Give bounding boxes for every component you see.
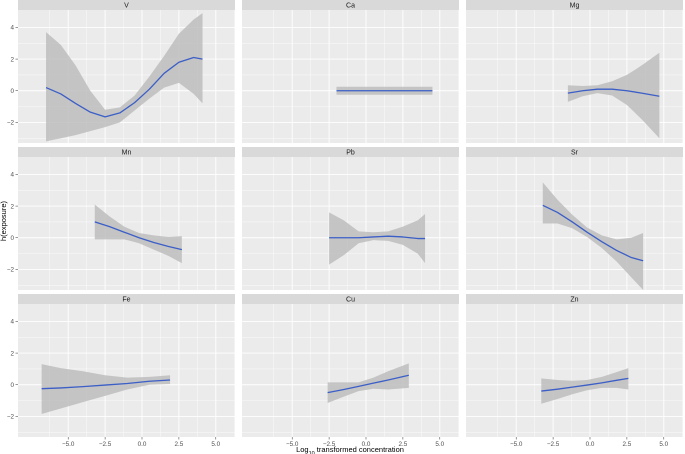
panel-background <box>18 157 235 290</box>
x-tick-label: 2.5 <box>623 441 632 448</box>
x-tick-label: 5.0 <box>659 441 668 448</box>
facet-sr: Sr <box>466 147 683 290</box>
x-tick-label: 2.5 <box>399 441 408 448</box>
facet-strip-label: Sr <box>571 150 579 157</box>
facet-strip <box>18 147 235 157</box>
facet-strip <box>242 147 459 157</box>
x-tick-label: −5.0 <box>510 441 523 448</box>
facet-v: V <box>18 0 235 143</box>
estimate-line <box>327 374 409 394</box>
x-tick-label: 5.0 <box>211 441 220 448</box>
y-tick-label: 4 <box>10 25 14 32</box>
facet-pb: Pb <box>242 147 459 290</box>
panel-background <box>466 304 683 437</box>
facet-strip-label: Ca <box>346 3 355 10</box>
x-tick-label: −5.0 <box>286 441 299 448</box>
panel-background <box>242 304 459 437</box>
panel-background <box>242 10 459 143</box>
x-tick-label: 5.0 <box>435 441 444 448</box>
y-tick-label: 0 <box>10 235 14 242</box>
facet-strip-label: Cu <box>346 297 355 304</box>
panel-background <box>242 157 459 290</box>
facet-strip <box>242 294 459 304</box>
y-tick-label: −2 <box>7 120 15 127</box>
facet-strip-label: Fe <box>122 297 130 304</box>
confidence-band <box>329 212 426 265</box>
confidence-band <box>327 363 409 403</box>
facet-strip <box>466 147 683 157</box>
estimate-line <box>94 221 183 251</box>
y-tick-label: 2 <box>10 203 14 210</box>
y-tick-label: 0 <box>10 382 14 389</box>
confidence-band <box>567 52 660 139</box>
y-axis-title: h(exposure) <box>0 200 8 241</box>
facet-panels: V Ca Mg Mn Pb Sr Fe Cu Zn <box>18 0 683 437</box>
y-tick-label: 2 <box>10 56 14 63</box>
estimate-line <box>542 204 644 262</box>
y-tick-label: −2 <box>7 414 15 421</box>
x-tick-label: 2.5 <box>175 441 184 448</box>
x-tick-label: 0.0 <box>138 441 147 448</box>
x-tick-label: −5.0 <box>62 441 75 448</box>
y-tick-label: 4 <box>10 319 14 326</box>
y-tick-label: −2 <box>7 267 15 274</box>
facet-strip-label: Pb <box>346 150 355 157</box>
y-tick-label: 0 <box>10 88 14 95</box>
x-tick-label: 0.0 <box>362 441 371 448</box>
x-tick-label: −2.5 <box>323 441 336 448</box>
facet-strip-label: V <box>124 3 129 10</box>
estimate-line <box>41 379 171 390</box>
facet-cu: Cu <box>242 294 459 437</box>
facet-strip-label: Mn <box>122 150 132 157</box>
x-axis-title: Log10 transformed concentration <box>296 445 404 454</box>
facet-strip-label: Mg <box>570 3 580 10</box>
y-tick-label: 2 <box>10 350 14 357</box>
facet-strip <box>466 294 683 304</box>
confidence-band <box>94 204 182 264</box>
confidence-band <box>41 364 171 415</box>
estimate-line <box>567 88 660 97</box>
facet-strip-label: Zn <box>570 297 578 304</box>
facet-strip <box>242 0 459 10</box>
facet-mg: Mg <box>466 0 683 143</box>
facet-strip <box>18 294 235 304</box>
x-tick-label: 0.0 <box>586 441 595 448</box>
x-tick-label: −2.5 <box>99 441 112 448</box>
facet-ca: Ca <box>242 0 459 143</box>
x-tick-label: −2.5 <box>547 441 560 448</box>
estimate-line <box>45 56 203 118</box>
axes: −2 0 2 4 −2 0 2 4 −2 0 2 4 −5.0 −2.5 0.0 2.5 5.0 −5.0 −2.5… <box>7 25 669 448</box>
facet-zn: Zn <box>466 294 683 437</box>
estimate-line <box>541 377 629 392</box>
facet-strip <box>466 0 683 10</box>
y-tick-label: 4 <box>10 172 14 179</box>
facet-fe: Fe <box>18 294 235 437</box>
facet-strip <box>18 0 235 10</box>
facet-mn: Mn <box>18 147 235 290</box>
estimate-line <box>329 235 426 240</box>
